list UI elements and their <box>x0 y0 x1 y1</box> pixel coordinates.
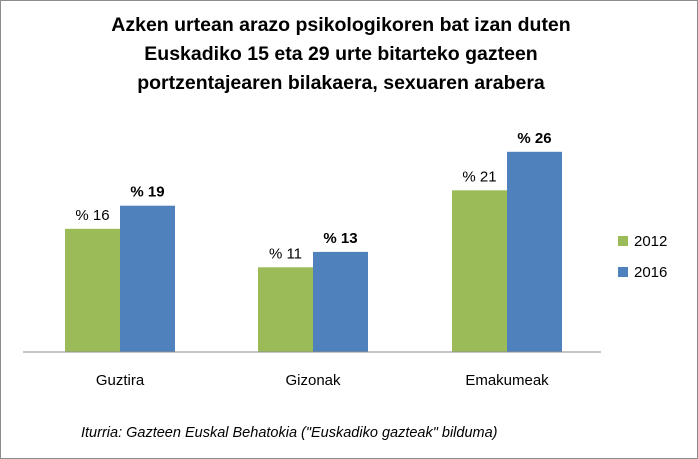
chart-title: Azken urtean arazo psikologikoren bat iz… <box>61 11 621 98</box>
chart-title-line: portzentajearen bilakaera, sexuaren arab… <box>137 72 545 94</box>
data-label-2012-emakumeak: % 21 <box>462 168 496 185</box>
legend-swatch-2012 <box>618 236 628 246</box>
legend-label-2016: 2016 <box>634 264 667 281</box>
bars-group <box>65 151 562 352</box>
data-label-2012-guztira: % 16 <box>75 207 109 224</box>
chart-title-line: Azken urtean arazo psikologikoren bat iz… <box>111 14 571 36</box>
bar-2012-emakumeak <box>452 190 507 352</box>
legend-label-2012: 2012 <box>634 233 667 250</box>
source-note: Iturria: Gazteen Euskal Behatokia ("Eusk… <box>81 425 498 441</box>
data-label-2016-guztira: % 19 <box>130 184 164 201</box>
category-label-guztira: Guztira <box>96 372 145 389</box>
category-label-gizonak: Gizonak <box>285 372 341 389</box>
legend-swatch-2016 <box>618 267 628 277</box>
data-label-2012-gizonak: % 11 <box>269 245 302 262</box>
bar-2012-gizonak <box>258 267 313 352</box>
data-label-2016-emakumeak: % 26 <box>517 130 551 147</box>
bar-2016-emakumeak <box>507 151 562 352</box>
bar-2016-guztira <box>120 205 175 352</box>
category-labels-group: Guztira Gizonak Emakumeak <box>96 372 549 389</box>
legend: 2012 2016 <box>618 233 667 281</box>
category-label-emakumeak: Emakumeak <box>465 372 549 389</box>
data-label-2016-gizonak: % 13 <box>323 230 357 247</box>
bar-2012-guztira <box>65 228 120 352</box>
chart-title-line: Euskadiko 15 eta 29 urte bitarteko gazte… <box>144 43 538 65</box>
bar-2016-gizonak <box>313 251 368 352</box>
bar-chart: % 16 % 19 % 11 % 13 % 21 % 26 Guztira Gizonak E… <box>23 130 667 389</box>
data-labels-group: % 16 % 19 % 11 % 13 % 21 % 26 <box>75 130 551 262</box>
